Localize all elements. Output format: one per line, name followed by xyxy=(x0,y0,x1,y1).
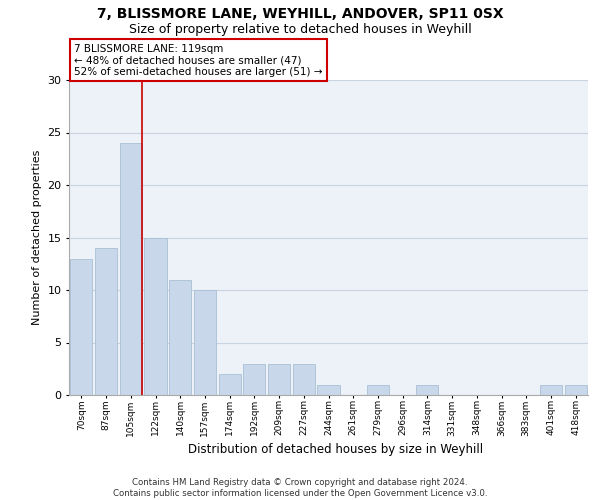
Y-axis label: Number of detached properties: Number of detached properties xyxy=(32,150,41,325)
Bar xyxy=(95,248,117,395)
Bar xyxy=(268,364,290,395)
Bar xyxy=(367,384,389,395)
Text: Distribution of detached houses by size in Weyhill: Distribution of detached houses by size … xyxy=(188,442,484,456)
Bar xyxy=(119,143,142,395)
Bar xyxy=(70,258,92,395)
Text: 7 BLISSMORE LANE: 119sqm
← 48% of detached houses are smaller (47)
52% of semi-d: 7 BLISSMORE LANE: 119sqm ← 48% of detach… xyxy=(74,44,323,77)
Text: Size of property relative to detached houses in Weyhill: Size of property relative to detached ho… xyxy=(128,22,472,36)
Bar xyxy=(194,290,216,395)
Bar xyxy=(169,280,191,395)
Bar xyxy=(565,384,587,395)
Bar xyxy=(416,384,439,395)
Bar xyxy=(317,384,340,395)
Bar xyxy=(218,374,241,395)
Bar xyxy=(293,364,315,395)
Bar xyxy=(145,238,167,395)
Text: 7, BLISSMORE LANE, WEYHILL, ANDOVER, SP11 0SX: 7, BLISSMORE LANE, WEYHILL, ANDOVER, SP1… xyxy=(97,8,503,22)
Bar xyxy=(540,384,562,395)
Text: Contains HM Land Registry data © Crown copyright and database right 2024.
Contai: Contains HM Land Registry data © Crown c… xyxy=(113,478,487,498)
Bar xyxy=(243,364,265,395)
